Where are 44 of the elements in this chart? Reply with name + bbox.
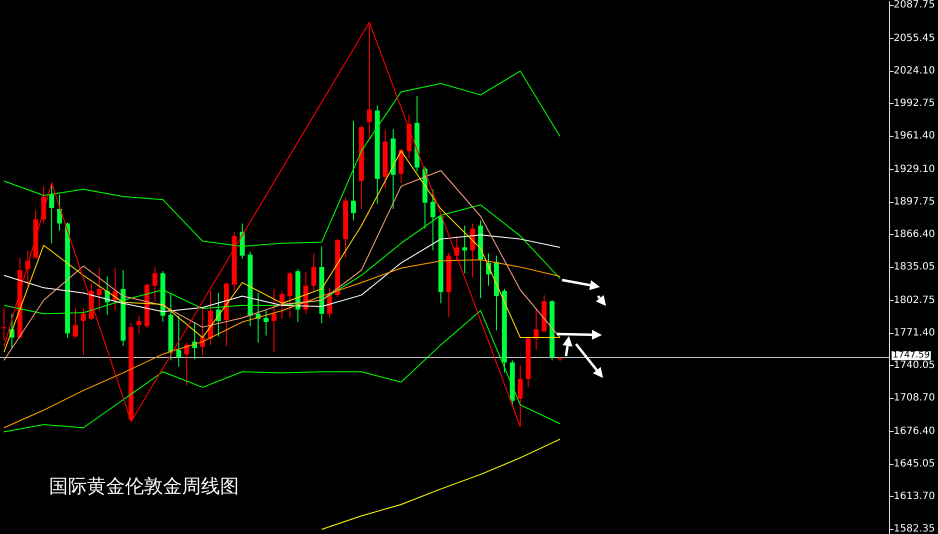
y-tick-label: 1645.05 (894, 458, 936, 470)
candlestick (57, 194, 62, 232)
candlestick (462, 225, 468, 274)
y-tick-label: 1771.40 (894, 328, 936, 338)
candlestick (136, 315, 142, 334)
candlestick (80, 308, 86, 356)
line-series (3, 259, 560, 428)
candlestick (280, 290, 284, 320)
y-tick-label: 1992.75 (894, 98, 936, 109)
candlestick (327, 287, 332, 318)
y-tick-label: 1835.05 (894, 262, 936, 273)
y-tick-label: 1866.40 (894, 229, 936, 240)
candlestick (73, 308, 78, 338)
candlestick (200, 306, 206, 356)
candlestick (49, 182, 54, 244)
y-tick-label: 1676.40 (894, 426, 936, 437)
y-tick-label: 2024.10 (894, 65, 936, 76)
candlestick (264, 310, 269, 336)
y-tick-label: 1802.75 (894, 294, 936, 306)
y-tick-label: 2055.45 (894, 32, 936, 44)
y-tick-label: 1897.75 (894, 196, 936, 208)
y-tick-label: 1582.35 (894, 524, 936, 534)
y-tick-label: 1929.10 (894, 164, 936, 175)
candlestick (287, 272, 292, 318)
y-tick-label: 1961.40 (894, 130, 936, 142)
candlestick (96, 268, 102, 312)
candlestick (398, 148, 404, 184)
candlestick (430, 188, 436, 251)
ref-line-label: 1747.59 (892, 350, 930, 361)
line-series (3, 310, 560, 432)
candlestick (176, 315, 182, 368)
text: 国际黄金伦敦金周线图 (49, 476, 239, 498)
y-tick-label: 1613.70 (894, 491, 936, 502)
line-series (3, 70, 560, 247)
candlestick (470, 223, 476, 278)
line-series (321, 438, 560, 530)
y-tick-label: 1740.05 (894, 360, 936, 372)
candlestick (272, 288, 277, 353)
candlestick (311, 253, 316, 292)
candlestick (351, 120, 356, 221)
y-tick-label: 1708.70 (894, 392, 936, 404)
line-series (3, 234, 560, 312)
y-tick-label: 2087.75 (894, 0, 936, 10)
candlestick (152, 266, 158, 302)
